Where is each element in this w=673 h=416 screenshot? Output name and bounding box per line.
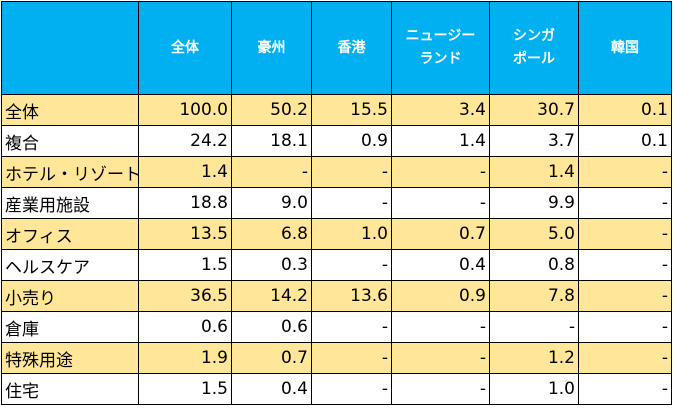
table-cell: 15.5: [311, 94, 392, 126]
table-row: 全体 100.0 50.2 15.5 3.4 30.7 0.1: [1, 94, 672, 126]
column-header-line: 香港: [337, 39, 366, 56]
table-cell: -: [311, 187, 392, 219]
column-header-newzealand: ニュージー ランド: [391, 1, 490, 95]
row-label: 倉庫: [1, 311, 139, 343]
table-cell: -: [311, 156, 392, 188]
table-cell: 14.2: [231, 280, 312, 312]
table-cell: 0.8: [489, 249, 579, 281]
table-cell: 0.3: [231, 249, 312, 281]
table-cell: 36.5: [138, 280, 232, 312]
column-header-singapore: シンガ ポール: [489, 1, 579, 95]
column-header-line: 韓国: [611, 39, 639, 56]
table-cell: -: [311, 342, 392, 374]
table-cell: 0.4: [231, 373, 312, 405]
table-cell: 9.9: [489, 187, 579, 219]
column-header-line: ランド: [419, 51, 462, 67]
table-cell: -: [578, 187, 672, 219]
table-cell: 3.7: [489, 125, 579, 157]
column-header-line: シンガ: [513, 28, 555, 44]
table-cell: 13.6: [311, 280, 392, 312]
row-label: ホテル・リゾート: [1, 156, 141, 188]
row-label: ヘルスケア: [1, 249, 139, 281]
table-cell: -: [231, 156, 312, 188]
table-cell: -: [578, 218, 672, 250]
row-label: 全体: [1, 94, 139, 126]
table-cell: -: [489, 311, 579, 343]
table-cell: 0.7: [391, 218, 490, 250]
table-cell: 5.0: [489, 218, 579, 250]
table-cell: 0.9: [311, 125, 392, 157]
table-cell: 1.0: [311, 218, 392, 250]
table-cell: 0.1: [578, 125, 672, 157]
table-row: 小売り 36.5 14.2 13.6 0.9 7.8-: [1, 280, 672, 312]
table-cell: 9.0: [231, 187, 312, 219]
table-cell: 7.8: [489, 280, 579, 312]
table-cell: 0.9: [391, 280, 490, 312]
column-header-line: ニュージー: [405, 28, 476, 44]
row-label: オフィス: [1, 218, 139, 250]
table-cell: 0.1: [578, 94, 672, 126]
table-cell: -: [391, 156, 490, 188]
table-cell: -: [311, 311, 392, 343]
column-header-korea: 韓国: [578, 1, 672, 95]
table-cell: -: [311, 373, 392, 405]
table-cell: 1.5: [138, 249, 232, 281]
table-cell: 0.6: [231, 311, 312, 343]
row-label: 住宅: [1, 373, 139, 405]
data-table: 全体 豪州 香港 ニュージー ランド シンガ ポール 韓国 全体 100.0 50.2 15.5 3.…: [1, 1, 672, 405]
table-cell: 30.7: [489, 94, 579, 126]
table-cell: 1.4: [391, 125, 490, 157]
table-cell: -: [391, 187, 490, 219]
table-cell: 1.5: [138, 373, 232, 405]
row-label: 特殊用途: [1, 342, 139, 374]
table-cell: -: [578, 156, 672, 188]
column-header-line: 全体: [171, 39, 199, 56]
table-row: 住宅 1.5 0.4- -1.0-: [1, 373, 672, 405]
header-row: 全体 豪州 香港 ニュージー ランド シンガ ポール 韓国: [1, 1, 672, 95]
table-body: 全体 100.0 50.2 15.5 3.4 30.7 0.1 複合 24.2 18.1 0.9 1.…: [1, 94, 672, 405]
table-cell: 13.5: [138, 218, 232, 250]
column-header-line: ポール: [513, 51, 555, 67]
table-cell: 1.9: [138, 342, 232, 374]
table-cell: 100.0: [138, 94, 232, 126]
table-row: 特殊用途 1.9 0.7- -1.2-: [1, 342, 672, 374]
table-cell: -: [391, 311, 490, 343]
table-cell: 18.8: [138, 187, 232, 219]
table-cell: 6.8: [231, 218, 312, 250]
table-cell: 1.4: [489, 156, 579, 188]
column-header-hongkong: 香港: [311, 1, 392, 95]
table-row: 倉庫 0.6 0.6- - - -: [1, 311, 672, 343]
table-cell: 3.4: [391, 94, 490, 126]
table-row: 産業用施設 18.8 9.0- -9.9-: [1, 187, 672, 219]
table-cell: -: [311, 249, 392, 281]
column-header-australia: 豪州: [231, 1, 312, 95]
table-row: 複合 24.2 18.1 0.9 1.4 3.7 0.1: [1, 125, 672, 157]
table-cell: 24.2: [138, 125, 232, 157]
column-header-total: 全体: [138, 1, 232, 95]
table-cell: 0.7: [231, 342, 312, 374]
table-cell: -: [391, 373, 490, 405]
row-label: 小売り: [1, 280, 139, 312]
table-cell: 1.0: [489, 373, 579, 405]
table-cell: 1.4: [138, 156, 232, 188]
table-cell: 50.2: [231, 94, 312, 126]
column-header-line: 豪州: [257, 39, 286, 56]
table-cell: -: [578, 373, 672, 405]
table-cell: -: [578, 280, 672, 312]
table-cell: 0.6: [138, 311, 232, 343]
table-cell: -: [578, 342, 672, 374]
table-row: ホテル・リゾート 1.4- - -1.4-: [1, 156, 672, 188]
corner-header-cell: [1, 1, 139, 95]
table-cell: 1.2: [489, 342, 579, 374]
row-label: 複合: [1, 125, 139, 157]
table-cell: -: [578, 311, 672, 343]
table-cell: 0.4: [391, 249, 490, 281]
table-cell: -: [391, 342, 490, 374]
table-cell: -: [578, 249, 672, 281]
row-label: 産業用施設: [1, 187, 139, 219]
table-row: オフィス 13.5 6.8 1.0 0.7 5.0-: [1, 218, 672, 250]
table-cell: 18.1: [231, 125, 312, 157]
table-row: ヘルスケア 1.5 0.3-0.4 0.8-: [1, 249, 672, 281]
